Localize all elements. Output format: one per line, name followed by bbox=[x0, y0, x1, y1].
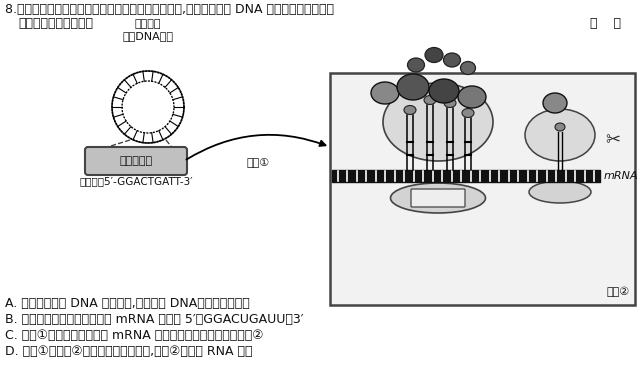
Text: 8.如图为蓝细菌拟核上的呼吸酶基因表达过程示意图,其中编码链与 DNA 分子转录的模板链互: 8.如图为蓝细菌拟核上的呼吸酶基因表达过程示意图,其中编码链与 DNA 分子转录… bbox=[5, 3, 334, 16]
Text: mRNA: mRNA bbox=[604, 171, 639, 181]
Text: C. 过程①结束后形成的成熟 mRNA 会与核糖体结合开始进行过程②: C. 过程①结束后形成的成熟 mRNA 会与核糖体结合开始进行过程② bbox=[5, 329, 263, 342]
Ellipse shape bbox=[525, 109, 595, 161]
Ellipse shape bbox=[404, 105, 416, 115]
Text: 补。下列叙述正确的是: 补。下列叙述正确的是 bbox=[18, 17, 93, 30]
Ellipse shape bbox=[383, 83, 493, 161]
FancyArrowPatch shape bbox=[186, 135, 325, 160]
Ellipse shape bbox=[555, 123, 565, 131]
Ellipse shape bbox=[390, 183, 485, 213]
Text: 呼吸酶基因: 呼吸酶基因 bbox=[119, 156, 153, 166]
Text: 蓝细菌的
环形DNA分子: 蓝细菌的 环形DNA分子 bbox=[123, 19, 173, 41]
Text: A. 蓝细菌的环形 DNA 单独存在,不会形成 DNA－蛋白质复合体: A. 蓝细菌的环形 DNA 单独存在,不会形成 DNA－蛋白质复合体 bbox=[5, 297, 250, 310]
Ellipse shape bbox=[462, 108, 474, 118]
Bar bbox=[330, 73, 635, 305]
FancyBboxPatch shape bbox=[411, 189, 465, 207]
Ellipse shape bbox=[543, 93, 567, 113]
Ellipse shape bbox=[529, 181, 591, 203]
Text: D. 过程①和过程②都存在碱基互补配对,过程②有两种 RNA 参与: D. 过程①和过程②都存在碱基互补配对,过程②有两种 RNA 参与 bbox=[5, 345, 252, 358]
Text: B. 图示部分基因序列转录出的 mRNA 序列为 5′－GGACUGAUU－3′: B. 图示部分基因序列转录出的 mRNA 序列为 5′－GGACUGAUU－3′ bbox=[5, 313, 304, 326]
Ellipse shape bbox=[444, 99, 456, 108]
Ellipse shape bbox=[408, 58, 424, 72]
Ellipse shape bbox=[460, 61, 476, 74]
Text: ✂: ✂ bbox=[605, 131, 621, 149]
Ellipse shape bbox=[371, 82, 399, 104]
Ellipse shape bbox=[425, 47, 443, 62]
FancyBboxPatch shape bbox=[85, 147, 187, 175]
Ellipse shape bbox=[424, 96, 436, 104]
Ellipse shape bbox=[458, 86, 486, 108]
Text: 编码链：5′-GGACTGATT-3′: 编码链：5′-GGACTGATT-3′ bbox=[80, 176, 194, 186]
Ellipse shape bbox=[554, 100, 566, 110]
Text: （    ）: （ ） bbox=[590, 17, 621, 30]
Text: 密码子: 密码子 bbox=[429, 193, 447, 203]
Ellipse shape bbox=[397, 74, 429, 100]
Text: 过程①: 过程① bbox=[247, 157, 270, 167]
Text: 过程②: 过程② bbox=[607, 287, 630, 297]
Ellipse shape bbox=[444, 53, 460, 67]
Ellipse shape bbox=[429, 79, 459, 103]
